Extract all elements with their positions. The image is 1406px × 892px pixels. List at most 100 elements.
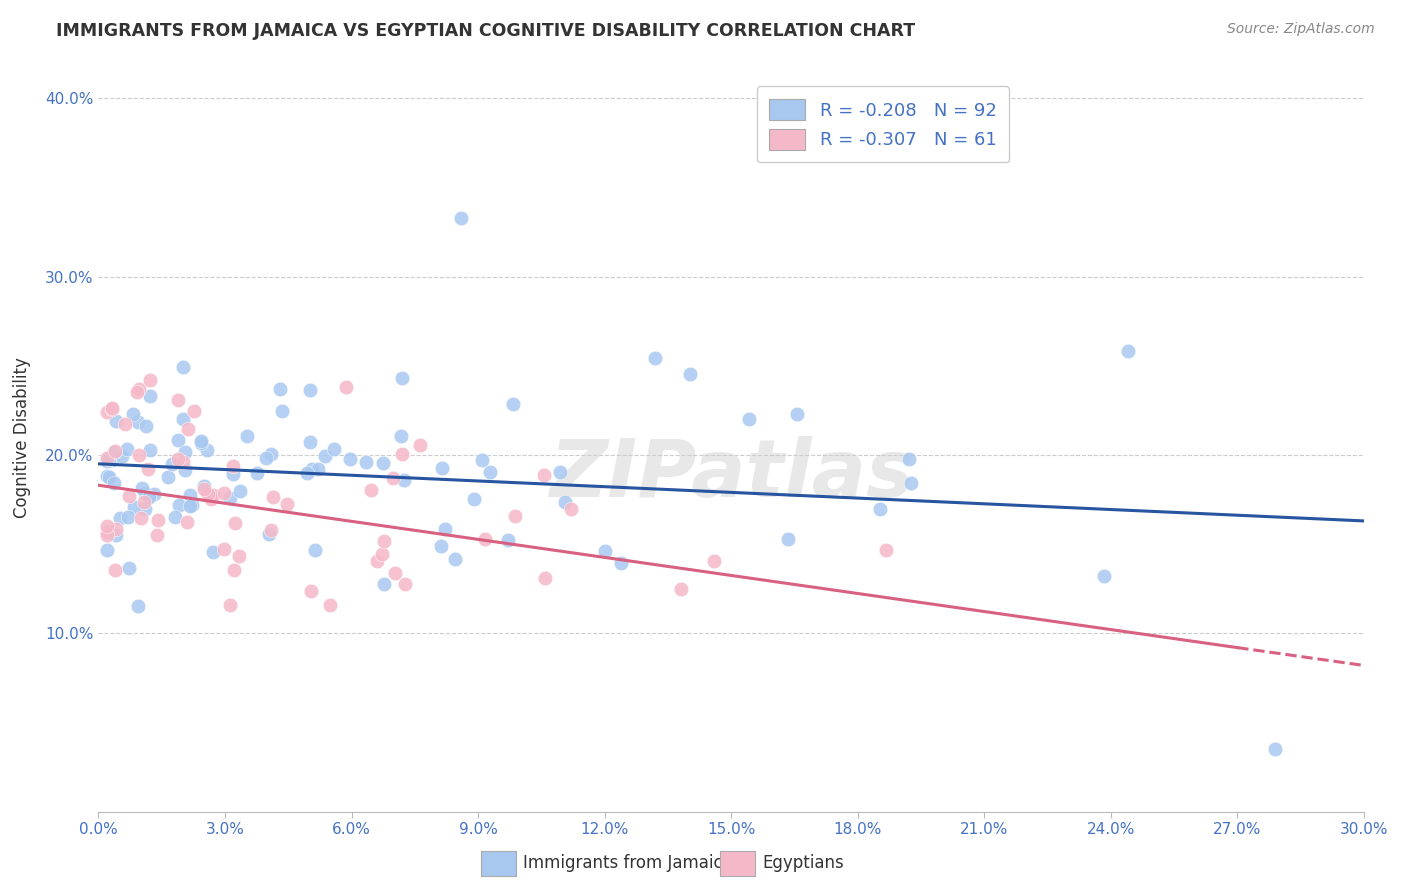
Point [471, 453, 494, 467]
Point [391, 371, 413, 385]
Point [146, 513, 169, 527]
Point [257, 527, 280, 541]
Point [193, 482, 215, 496]
Point [381, 471, 404, 485]
Point [212, 541, 235, 556]
Point [262, 490, 284, 504]
Point [299, 383, 322, 397]
Point [254, 450, 277, 465]
Point [304, 542, 326, 557]
Point [533, 468, 555, 483]
Point [96, 528, 118, 542]
Point [160, 457, 183, 471]
Point [177, 422, 200, 436]
Point [360, 483, 382, 497]
Point [108, 511, 131, 525]
Point [222, 459, 245, 474]
Point [610, 556, 633, 570]
Point [450, 211, 472, 225]
Point [104, 563, 127, 577]
Point [179, 488, 201, 502]
Point [134, 486, 156, 500]
Point [127, 599, 149, 613]
Point [307, 462, 329, 476]
Point [138, 490, 160, 504]
Point [132, 495, 155, 509]
Point [101, 401, 124, 416]
Point [98, 452, 121, 467]
Point [104, 522, 127, 536]
Point [176, 516, 198, 530]
Point [554, 494, 576, 508]
Point [228, 549, 250, 563]
Point [167, 433, 190, 447]
Point [897, 452, 920, 467]
Point [679, 367, 702, 381]
Point [96, 518, 118, 533]
Point [222, 563, 245, 577]
Point [167, 393, 190, 408]
Point [135, 418, 157, 433]
Text: ZIPatlas: ZIPatlas [548, 435, 914, 514]
Point [503, 509, 526, 524]
Point [548, 465, 571, 479]
Point [786, 407, 808, 421]
Point [295, 467, 318, 481]
Point [163, 509, 186, 524]
Point [129, 511, 152, 525]
Point [174, 463, 197, 477]
Point [463, 491, 485, 506]
Point [103, 475, 125, 490]
Y-axis label: Cognitive Disability: Cognitive Disability [13, 357, 31, 517]
Point [1092, 569, 1115, 583]
Point [373, 576, 395, 591]
Point [260, 523, 283, 537]
Point [370, 548, 392, 562]
Point [869, 501, 891, 516]
Point [201, 545, 224, 559]
Point [218, 491, 240, 506]
Point [875, 543, 897, 558]
Point [299, 584, 322, 599]
Point [260, 447, 283, 461]
Point [392, 473, 415, 487]
Point [195, 442, 218, 457]
Point [433, 522, 456, 536]
Point [101, 401, 124, 416]
Point [179, 500, 201, 514]
Point [354, 455, 377, 469]
Point [479, 465, 502, 479]
Point [389, 429, 412, 443]
Point [298, 435, 321, 450]
Text: IMMIGRANTS FROM JAMAICA VS EGYPTIAN COGNITIVE DISABILITY CORRELATION CHART: IMMIGRANTS FROM JAMAICA VS EGYPTIAN COGN… [56, 22, 915, 40]
Text: Immigrants from Jamaica: Immigrants from Jamaica [523, 855, 733, 872]
Point [366, 553, 388, 567]
Point [142, 487, 165, 501]
Point [474, 533, 496, 547]
Point [131, 482, 153, 496]
Point [114, 417, 136, 431]
Point [429, 539, 451, 553]
Point [703, 553, 725, 567]
Point [139, 389, 162, 403]
Point [156, 470, 179, 484]
Point [222, 467, 245, 481]
Point [235, 428, 257, 442]
Point [394, 577, 416, 591]
Point [430, 460, 453, 475]
Point [246, 466, 269, 480]
Point [900, 475, 922, 490]
Point [183, 404, 205, 418]
Point [128, 448, 150, 462]
Point [172, 455, 194, 469]
Point [127, 415, 149, 429]
Point [172, 411, 194, 425]
Point [496, 533, 519, 547]
Point [96, 525, 118, 540]
Point [200, 492, 222, 507]
Point [139, 443, 162, 458]
Point [409, 437, 432, 451]
Text: Egyptians: Egyptians [762, 855, 844, 872]
Point [276, 497, 298, 511]
Point [118, 489, 141, 503]
